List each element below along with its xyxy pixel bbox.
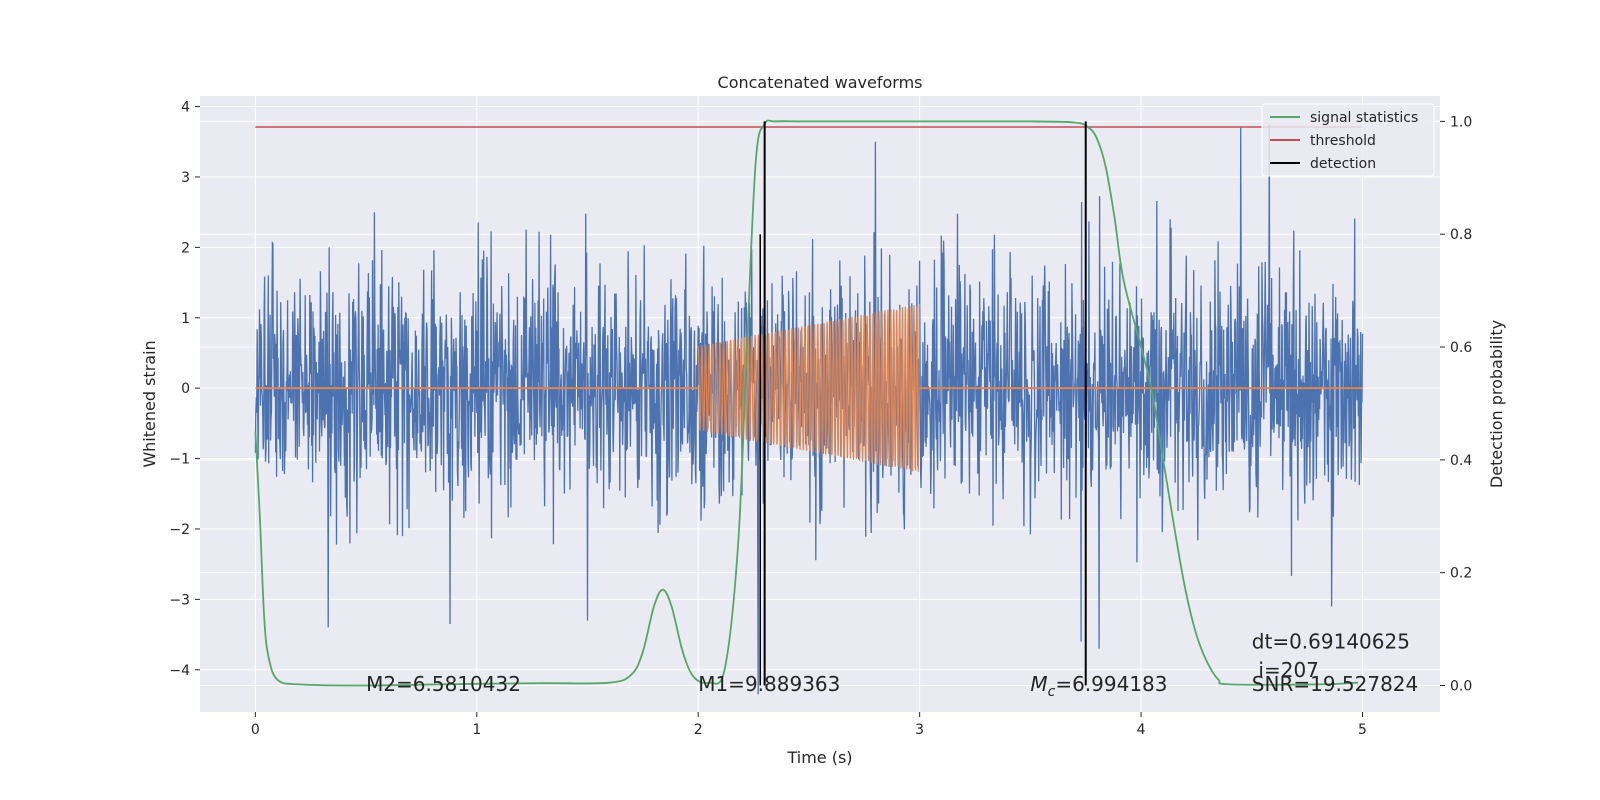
y-tick-label: −2 [169, 522, 190, 538]
data-layer [254, 119, 1364, 695]
x-tick-label: 5 [1358, 722, 1367, 738]
y-right-tick-label: 0.2 [1450, 566, 1472, 582]
y-tick-label: −1 [169, 452, 190, 468]
x-tick-label: 0 [251, 722, 260, 738]
y-right-tick-label: 1.0 [1450, 114, 1472, 130]
y-tick-label: 4 [181, 100, 190, 116]
annotations: M2=6.5810432 M1=9.889363 Mc=6.994183 dt=0.6… [366, 630, 1418, 700]
annotation-dt: dt=0.69140625 [1252, 630, 1410, 654]
signal-statistics-series-line [254, 119, 1359, 687]
legend: signal statistics threshold detection [1261, 103, 1435, 177]
y-tick-label: 1 [181, 311, 190, 327]
y-axis-right-label: Detection probability [1487, 320, 1506, 488]
annotation-m1: M1=9.889363 [698, 672, 840, 696]
y-tick-label: 2 [181, 240, 190, 256]
y-right-tick-label: 0.0 [1450, 678, 1472, 694]
y-right-tick-label: 0.6 [1450, 340, 1472, 356]
chart-title: Concatenated waveforms [718, 73, 923, 92]
x-axis-label: Time (s) [786, 748, 852, 767]
legend-label-detection: detection [1310, 156, 1376, 172]
annotation-mc-value: =6.994183 [1055, 672, 1167, 696]
legend-label-threshold: threshold [1310, 133, 1376, 149]
template-series-line [697, 303, 921, 472]
x-tick-label: 1 [472, 722, 481, 738]
y-tick-label: 0 [181, 381, 190, 397]
y-tick-label: −3 [169, 592, 190, 608]
annotation-snr: SNR=19.527824 [1252, 672, 1418, 696]
y-axis-label: Whitened strain [140, 340, 159, 467]
x-tick-label: 2 [694, 722, 703, 738]
y-right-tick-label: 0.4 [1450, 453, 1472, 469]
annotation-mc-symbol: M [1030, 672, 1047, 696]
annotation-m2: M2=6.5810432 [366, 672, 521, 696]
y-tick-label: 3 [181, 170, 190, 186]
y-tick-label: −4 [169, 663, 190, 679]
x-tick-label: 3 [915, 722, 924, 738]
y-right-tick-label: 0.8 [1450, 227, 1472, 243]
x-tick-label: 4 [1137, 722, 1146, 738]
legend-box [1261, 103, 1435, 177]
legend-label-signal-statistics: signal statistics [1310, 110, 1418, 126]
annotation-mc-subscript: c [1048, 684, 1056, 700]
ticks: 0 1 2 3 4 5 −4 −3 −2 −1 0 1 2 3 4 0.0 0.2 0.4 0.6 0.8 1.0 [169, 100, 1472, 738]
annotation-i: i=207 [1258, 658, 1319, 682]
annotation-mc: Mc=6.994183 [1030, 672, 1167, 700]
strain-series-line [254, 124, 1364, 695]
